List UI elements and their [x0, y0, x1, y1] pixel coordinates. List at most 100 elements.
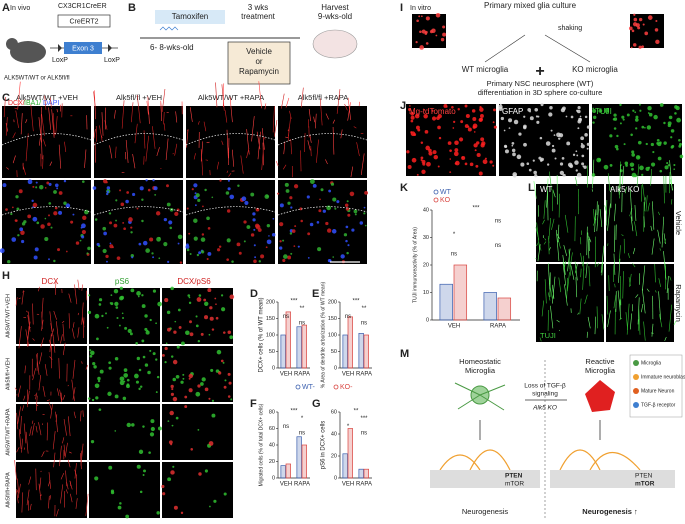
micrograph-feature	[616, 147, 619, 151]
micrograph-feature	[363, 206, 366, 209]
micrograph-feature	[678, 138, 681, 142]
micrograph-feature	[619, 317, 623, 321]
micrograph-feature	[465, 114, 470, 119]
micrograph-feature	[420, 156, 424, 160]
micrograph-feature	[39, 352, 43, 365]
micrograph-feature	[27, 179, 33, 185]
micrograph-feature	[566, 277, 568, 300]
micrograph-feature	[155, 391, 158, 394]
micrograph-feature	[135, 342, 138, 345]
micrograph-feature	[637, 26, 641, 30]
micrograph-feature	[220, 294, 224, 297]
legend-label: Microglia	[641, 360, 661, 366]
micrograph-feature	[53, 190, 57, 194]
legend-swatch	[633, 360, 639, 366]
micrograph-feature	[548, 247, 551, 251]
micrograph-feature	[279, 240, 282, 243]
micrograph-feature	[28, 311, 31, 332]
micrograph-feature	[123, 227, 126, 231]
micrograph-feature	[538, 156, 542, 160]
micrograph-feature	[185, 244, 190, 249]
micrograph-feature	[29, 426, 32, 437]
micrograph-feature	[650, 142, 654, 147]
micrograph-feature	[172, 359, 178, 365]
micrograph-feature	[109, 145, 113, 159]
micrograph-feature	[627, 252, 630, 258]
micrograph	[536, 264, 604, 342]
micrograph-feature	[635, 115, 639, 119]
micrograph-feature	[61, 320, 65, 324]
micrograph-feature	[175, 416, 179, 420]
y-tick-label: 20	[423, 262, 429, 268]
micrograph-feature	[275, 161, 279, 167]
micrograph-feature	[94, 383, 100, 389]
micrograph-feature	[38, 422, 42, 436]
micrograph-feature	[454, 162, 458, 165]
micrograph-feature	[87, 397, 91, 400]
micrograph-feature	[336, 200, 340, 204]
micrograph-feature	[567, 162, 573, 168]
bar	[342, 334, 348, 369]
micrograph-feature	[421, 29, 426, 34]
micrograph-feature	[203, 298, 207, 302]
micrograph-feature	[228, 172, 232, 177]
micrograph-feature	[203, 315, 209, 320]
harvest-label: Harvest	[321, 3, 349, 12]
micrograph-feature	[211, 328, 215, 331]
y-tick-label: 200	[328, 299, 337, 305]
micrograph-feature	[41, 451, 45, 458]
micrograph-feature	[150, 419, 155, 424]
x-tick-label: VEH	[280, 372, 292, 378]
micrograph-feature	[598, 109, 603, 113]
micrograph-feature	[81, 229, 86, 235]
micrograph-feature	[55, 116, 58, 135]
micrograph-feature	[471, 109, 476, 113]
micrograph-feature	[51, 328, 55, 337]
micrograph-feature	[480, 137, 485, 142]
micrograph-feature	[664, 238, 667, 244]
micrograph-feature	[613, 117, 618, 121]
panel-letter: J	[400, 100, 406, 112]
significance: ***	[352, 298, 360, 304]
micrograph-feature	[416, 19, 419, 23]
mouse-icon	[10, 41, 46, 63]
stain-label: IBA1/	[24, 100, 41, 107]
micrograph-feature	[58, 358, 60, 379]
micrograph-feature	[141, 304, 146, 309]
micrograph-feature	[542, 219, 545, 225]
stain-label: TUJI	[595, 107, 612, 116]
bar	[363, 468, 369, 479]
micrograph-feature	[84, 149, 87, 168]
micrograph-feature	[452, 127, 455, 129]
micrograph-feature	[26, 489, 30, 506]
micrograph-feature	[56, 187, 59, 190]
micrograph-feature	[650, 168, 652, 186]
micrograph-feature	[35, 404, 39, 407]
drug-label: Vehicle	[246, 47, 272, 56]
x-tick-label: VEH	[280, 482, 292, 488]
micrograph-feature	[349, 191, 355, 197]
micrograph-feature	[152, 256, 155, 259]
micrograph-feature	[44, 187, 47, 189]
micrograph-feature	[592, 159, 595, 189]
micrograph-feature	[77, 279, 80, 290]
micrograph-feature	[330, 182, 335, 186]
granule-layer	[430, 470, 540, 488]
y-axis-label: Migrated cells (% of total DCX+ cells)	[258, 403, 264, 486]
legend-label: KO	[440, 197, 451, 204]
micrograph-feature	[425, 16, 430, 21]
micrograph-feature	[21, 239, 25, 244]
plus: +	[535, 63, 544, 80]
micrograph-feature	[536, 120, 540, 124]
micrograph-feature	[264, 136, 266, 140]
micrograph-feature	[539, 337, 542, 342]
micrograph-feature	[415, 41, 418, 44]
micrograph	[89, 288, 160, 344]
micrograph-feature	[36, 354, 40, 375]
micrograph-feature	[285, 97, 290, 108]
column-title: WT	[540, 185, 553, 194]
micrograph-feature	[139, 385, 143, 388]
micrograph-feature	[204, 301, 209, 306]
micrograph-feature	[48, 402, 52, 411]
micrograph-feature	[240, 155, 244, 174]
